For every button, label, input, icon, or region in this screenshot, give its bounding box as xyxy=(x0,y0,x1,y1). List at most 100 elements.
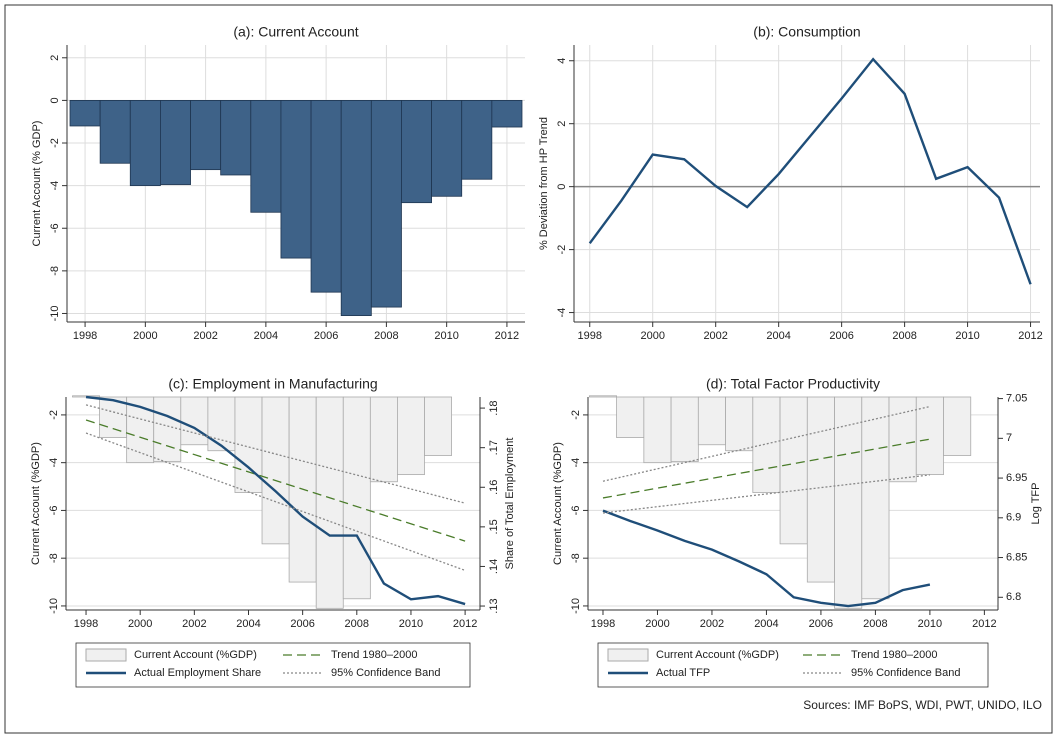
bar xyxy=(943,396,972,456)
x-tick-label: 2010 xyxy=(955,330,979,342)
y2-axis-label: Log TFP xyxy=(1030,483,1042,525)
bar xyxy=(888,396,917,483)
line xyxy=(85,419,466,542)
legend-label: 95% Confidence Band xyxy=(331,667,440,679)
bar xyxy=(69,100,101,127)
bar xyxy=(491,100,523,128)
x-tick-label: 2006 xyxy=(829,330,853,342)
x-tick-label: 2006 xyxy=(290,618,314,630)
bar xyxy=(340,100,372,317)
legend-label: 95% Confidence Band xyxy=(851,667,960,679)
x-tick-label: 2010 xyxy=(434,330,458,342)
y-tick-label: -10 xyxy=(570,598,582,614)
bar xyxy=(250,100,282,213)
y-tick-label: 2 xyxy=(556,121,568,127)
x-tick-label: 2008 xyxy=(863,618,887,630)
bar xyxy=(725,396,754,452)
bar xyxy=(370,100,402,308)
bar xyxy=(180,396,209,446)
legend-swatch xyxy=(607,648,649,662)
legend-label: Trend 1980–2000 xyxy=(331,649,417,661)
panel-title: (c): Employment in Manufacturing xyxy=(168,376,377,392)
bar xyxy=(431,100,463,197)
x-tick-label: 2002 xyxy=(703,330,727,342)
y2-tick-label: .17 xyxy=(488,440,500,455)
y2-tick-label: .16 xyxy=(488,480,500,495)
x-tick-label: 2004 xyxy=(236,618,260,630)
bar xyxy=(99,100,131,164)
x-tick-label: 1998 xyxy=(591,618,615,630)
bar xyxy=(397,396,425,476)
y-tick-label: -8 xyxy=(570,553,582,563)
x-tick-label: 2004 xyxy=(766,330,790,342)
y2-tick-label: 6.85 xyxy=(1006,551,1027,563)
y-tick-label: -6 xyxy=(570,506,582,516)
bar xyxy=(779,396,808,545)
bar xyxy=(643,396,672,464)
y2-tick-label: .15 xyxy=(488,519,500,534)
y-tick-label: -2 xyxy=(570,410,582,420)
y2-tick-label: 7 xyxy=(1006,432,1012,444)
y-tick-label: 0 xyxy=(49,97,61,103)
y-tick-label: -4 xyxy=(570,458,582,468)
x-tick-label: 2008 xyxy=(374,330,398,342)
x-tick-label: 2010 xyxy=(918,618,942,630)
x-tick-label: 2012 xyxy=(453,618,477,630)
y-tick-label: -4 xyxy=(49,181,61,191)
bar xyxy=(220,100,252,176)
y-axis-label: Current Account (%GDP) xyxy=(30,442,42,565)
x-tick-label: 2008 xyxy=(345,618,369,630)
line xyxy=(85,395,466,606)
y-tick-label: 4 xyxy=(556,58,568,64)
panel-title: (b): Consumption xyxy=(753,24,860,40)
bar xyxy=(424,396,452,456)
bar xyxy=(190,100,222,171)
x-tick-label: 2012 xyxy=(495,330,519,342)
bar xyxy=(207,396,236,452)
x-tick-label: 2004 xyxy=(754,618,778,630)
bar xyxy=(72,395,100,398)
y-tick-label: -8 xyxy=(48,553,60,563)
bar xyxy=(588,395,618,398)
y2-tick-label: .13 xyxy=(488,598,500,613)
x-tick-label: 2012 xyxy=(1018,330,1042,342)
bar xyxy=(99,396,128,438)
y-axis-label: % Deviation from HP Trend xyxy=(538,117,550,250)
x-tick-label: 2000 xyxy=(645,618,669,630)
line xyxy=(602,509,931,608)
legend-box xyxy=(75,642,471,688)
x-tick-label: 2000 xyxy=(133,330,157,342)
y-tick-label: 2 xyxy=(49,55,61,61)
line xyxy=(85,432,466,572)
y2-axis-label: Share of Total Employment xyxy=(504,438,516,570)
y-tick-label: -10 xyxy=(48,598,60,614)
y-tick-label: -4 xyxy=(48,458,60,468)
bar xyxy=(697,396,726,446)
legend-label: Current Account (%GDP) xyxy=(656,649,779,661)
bar xyxy=(153,396,182,462)
bar xyxy=(160,100,191,185)
y2-tick-label: 6.9 xyxy=(1006,512,1021,524)
bar xyxy=(280,100,312,259)
legend-label: Current Account (%GDP) xyxy=(134,649,257,661)
x-tick-label: 1998 xyxy=(578,330,602,342)
y-tick-label: -2 xyxy=(48,410,60,420)
x-tick-label: 2006 xyxy=(314,330,338,342)
y-tick-label: -10 xyxy=(49,306,61,322)
x-tick-label: 2002 xyxy=(700,618,724,630)
x-tick-label: 2000 xyxy=(640,330,664,342)
y-tick-label: 0 xyxy=(556,184,568,190)
x-tick-label: 2008 xyxy=(892,330,916,342)
bar xyxy=(752,396,781,493)
bar xyxy=(261,396,290,545)
y-tick-label: -2 xyxy=(556,245,568,255)
bar xyxy=(129,100,161,187)
bar xyxy=(834,396,863,609)
y-axis-label: Current Account (%GDP) xyxy=(552,442,564,565)
x-tick-label: 2000 xyxy=(128,618,152,630)
y-tick-label: -4 xyxy=(556,308,568,318)
y2-tick-label: 6.95 xyxy=(1006,472,1027,484)
y2-tick-label: .14 xyxy=(488,559,500,574)
legend-box xyxy=(597,642,989,688)
